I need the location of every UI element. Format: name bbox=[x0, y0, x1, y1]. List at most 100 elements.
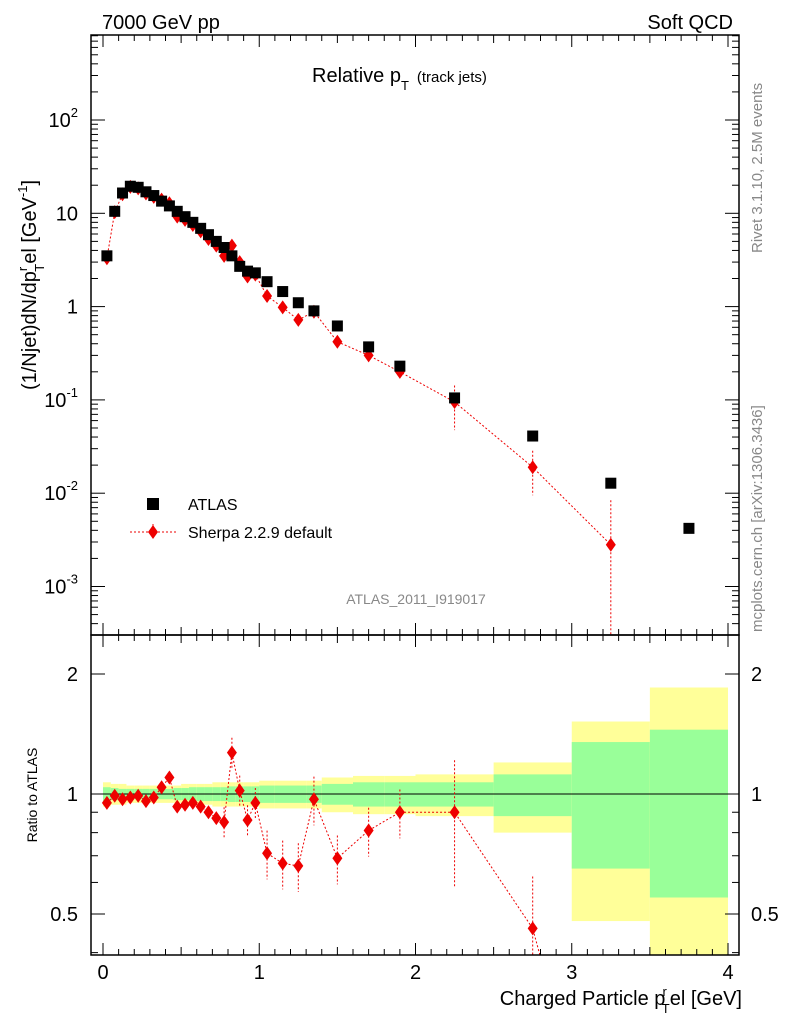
atlas-point bbox=[132, 181, 144, 193]
y-tick-label: 10-2 bbox=[44, 478, 78, 505]
ratio-point bbox=[308, 792, 319, 807]
ratio-y-tick-label: 2 bbox=[67, 664, 78, 686]
atlas-point bbox=[527, 430, 539, 442]
ratio-point bbox=[219, 815, 230, 830]
ratio-point bbox=[195, 799, 206, 814]
ratio-point bbox=[226, 745, 237, 760]
side-text-mcplots: mcplots.cern.ch [arXiv:1306.3436] bbox=[749, 405, 766, 632]
atlas-point bbox=[210, 235, 222, 247]
ratio-point bbox=[156, 780, 167, 795]
ratio-y-tick-label-right: 0.5 bbox=[751, 904, 779, 926]
ratio-point bbox=[117, 792, 128, 807]
legend: ATLAS Sherpa 2.2.9 default bbox=[130, 497, 333, 542]
ratio-line bbox=[106, 752, 541, 955]
ratio-point bbox=[211, 811, 222, 826]
ratio-plot-data bbox=[101, 737, 541, 955]
y-tick-label: 1 bbox=[67, 297, 78, 319]
atlas-point bbox=[226, 250, 238, 262]
x-tick-label: 4 bbox=[722, 962, 733, 984]
atlas-point bbox=[179, 211, 191, 223]
sherpa-point bbox=[332, 334, 343, 349]
band-inner bbox=[493, 774, 572, 817]
chart-title: Relative pT (track jets) bbox=[312, 65, 487, 93]
atlas-point bbox=[187, 216, 199, 228]
ratio-y-tick-label-right: 1 bbox=[751, 784, 762, 806]
atlas-point bbox=[202, 229, 214, 241]
ratio-point bbox=[125, 790, 136, 805]
ratio-point bbox=[234, 783, 245, 798]
legend-sherpa-label: Sherpa 2.2.9 default bbox=[188, 525, 333, 542]
side-text-rivet: Rivet 3.1.10, 2.5M events bbox=[749, 83, 766, 253]
ratio-point bbox=[180, 797, 191, 812]
header-left: 7000 GeV pp bbox=[102, 12, 220, 34]
atlas-point bbox=[277, 286, 289, 298]
main-plot-data bbox=[101, 179, 695, 635]
atlas-point bbox=[292, 297, 304, 309]
atlas-point bbox=[234, 260, 246, 272]
atlas-point bbox=[124, 180, 136, 192]
atlas-point bbox=[148, 190, 160, 202]
y-tick-label: 10-3 bbox=[44, 572, 78, 599]
ratio-point bbox=[262, 846, 273, 861]
atlas-point bbox=[308, 305, 320, 317]
ratio-point bbox=[277, 856, 288, 871]
main-plot-frame bbox=[90, 34, 740, 636]
atlas-point bbox=[242, 265, 254, 277]
atlas-point bbox=[117, 187, 129, 199]
x-axis-label: Charged Particle pr Tel [GeV] bbox=[500, 984, 742, 1016]
atlas-point bbox=[363, 341, 375, 353]
x-tick-label: 1 bbox=[254, 962, 265, 984]
x-tick-label: 2 bbox=[410, 962, 421, 984]
sherpa-point bbox=[293, 312, 304, 327]
analysis-label: ATLAS_2011_I919017 bbox=[346, 591, 486, 607]
atlas-point bbox=[683, 522, 695, 534]
ratio-point bbox=[109, 788, 120, 803]
ratio-point bbox=[101, 795, 112, 810]
ratio-point bbox=[164, 770, 175, 785]
header-right: Soft QCD bbox=[647, 12, 733, 34]
atlas-point bbox=[605, 477, 617, 489]
atlas-point bbox=[109, 205, 121, 217]
ratio-point bbox=[332, 851, 343, 866]
atlas-point bbox=[394, 360, 406, 372]
atlas-point bbox=[101, 250, 113, 262]
ratio-y-axis-label: Ratio to ATLAS bbox=[24, 748, 40, 843]
atlas-point bbox=[261, 276, 273, 288]
atlas-point bbox=[140, 186, 152, 198]
y-axis-label: (1/Njet)dN/dpr Tel [GeV-1] bbox=[15, 180, 47, 390]
ratio-point bbox=[203, 805, 214, 820]
sherpa-point bbox=[277, 300, 288, 315]
ratio-bands bbox=[91, 687, 739, 955]
ratio-point bbox=[148, 790, 159, 805]
atlas-point bbox=[449, 392, 461, 404]
atlas-point bbox=[249, 267, 261, 279]
ratio-point bbox=[133, 788, 144, 803]
ratio-point bbox=[293, 858, 304, 873]
ratio-y-tick-label: 1 bbox=[67, 784, 78, 806]
sherpa-line bbox=[106, 186, 612, 546]
band-inner bbox=[571, 742, 650, 869]
ratio-point bbox=[363, 823, 374, 838]
ratio-y-tick-label-right: 2 bbox=[751, 664, 762, 686]
sherpa-point bbox=[527, 460, 538, 475]
x-tick-label: 0 bbox=[97, 962, 108, 984]
atlas-point bbox=[163, 200, 175, 212]
ratio-point bbox=[187, 795, 198, 810]
ratio-point bbox=[250, 795, 261, 810]
y-tick-label: 10 bbox=[56, 203, 78, 225]
y-tick-label: 10-1 bbox=[44, 385, 78, 412]
sherpa-point bbox=[262, 288, 273, 303]
ratio-point bbox=[449, 805, 460, 820]
atlas-point bbox=[195, 222, 207, 234]
y-tick-label: 102 bbox=[49, 105, 78, 132]
legend-atlas-marker bbox=[147, 498, 159, 510]
x-tick-label: 3 bbox=[566, 962, 577, 984]
ratio-point bbox=[394, 805, 405, 820]
ratio-point bbox=[172, 799, 183, 814]
ratio-point bbox=[527, 921, 538, 936]
sherpa-point bbox=[605, 537, 616, 552]
legend-atlas-label: ATLAS bbox=[188, 497, 238, 514]
atlas-point bbox=[218, 241, 230, 253]
atlas-point bbox=[171, 205, 183, 217]
